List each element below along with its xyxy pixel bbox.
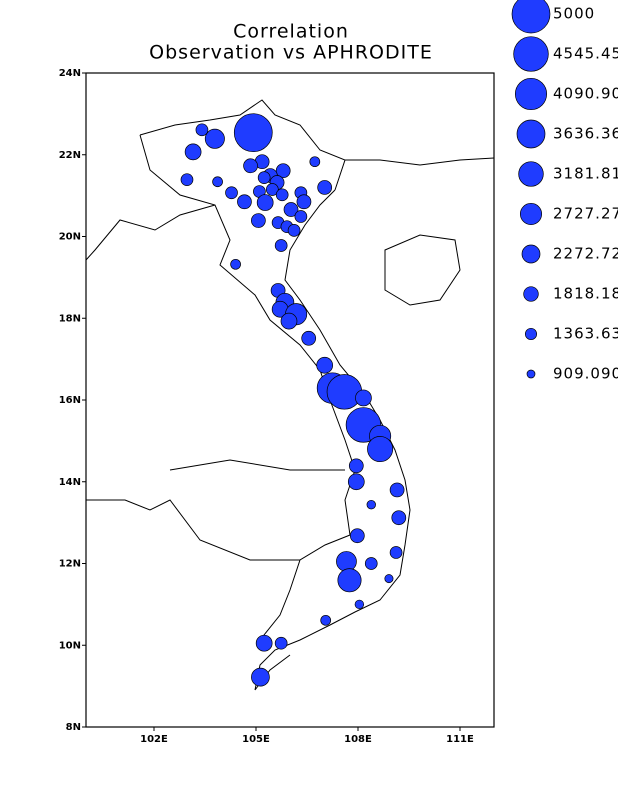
station-bubble bbox=[389, 546, 403, 559]
border bbox=[139, 99, 346, 191]
y-tick-label: 14N bbox=[59, 477, 81, 488]
legend-bubble bbox=[511, 0, 551, 34]
legend-label: 4090.90 bbox=[553, 85, 618, 103]
legend-bubble bbox=[516, 119, 546, 149]
station-bubble bbox=[257, 171, 271, 184]
legend-label: 2727.27 bbox=[553, 205, 618, 223]
legend-bubble bbox=[523, 286, 539, 302]
border bbox=[86, 499, 300, 561]
station-bubble bbox=[348, 458, 364, 474]
y-tick-label: 8N bbox=[66, 722, 81, 733]
station-bubble bbox=[233, 113, 273, 153]
chart-title: Correlation bbox=[233, 21, 349, 43]
station-bubble bbox=[337, 568, 362, 593]
station-bubble bbox=[347, 473, 365, 491]
border bbox=[169, 459, 345, 471]
y-tick-label: 10N bbox=[59, 640, 81, 651]
legend-label: 5000 bbox=[553, 5, 595, 23]
y-tick-label: 24N bbox=[59, 68, 81, 79]
station-bubble bbox=[255, 634, 273, 652]
legend-label: 3636.36 bbox=[553, 125, 618, 143]
station-bubble bbox=[355, 389, 372, 407]
station-bubble bbox=[184, 143, 202, 161]
legend-label: 3181.81 bbox=[553, 165, 618, 183]
y-tick-label: 18N bbox=[59, 313, 81, 324]
station-bubble bbox=[256, 194, 274, 211]
station-bubble bbox=[296, 194, 312, 210]
geography bbox=[85, 99, 495, 691]
station-bubble bbox=[389, 482, 405, 498]
legend-bubble bbox=[518, 161, 544, 187]
legend-label: 2272.72 bbox=[553, 245, 618, 263]
station-bubble bbox=[294, 210, 308, 223]
legend-label: 909.090 bbox=[553, 365, 618, 383]
station-bubble bbox=[230, 258, 241, 270]
legend-label: 1363.63 bbox=[553, 325, 618, 343]
y-tick-label: 16N bbox=[59, 395, 81, 406]
coastline bbox=[345, 157, 495, 166]
station-bubble bbox=[349, 528, 365, 544]
station-bubble bbox=[243, 158, 258, 174]
legend-bubble bbox=[514, 77, 548, 111]
station-bubble bbox=[354, 599, 365, 610]
x-tick-label: 102E bbox=[140, 734, 168, 745]
station-bubble bbox=[275, 188, 289, 202]
chart-subtitle: Observation vs APHRODITE bbox=[149, 42, 433, 64]
station-bubble bbox=[336, 551, 357, 572]
station-bubble bbox=[367, 436, 394, 463]
station-bubble bbox=[237, 194, 252, 210]
station-bubble bbox=[364, 557, 378, 570]
station-bubble bbox=[316, 356, 334, 374]
island bbox=[384, 234, 461, 306]
station-bubble bbox=[180, 173, 194, 187]
station-bubble bbox=[274, 636, 288, 650]
station-bubble bbox=[195, 123, 209, 137]
station-bubble bbox=[251, 667, 270, 687]
station-bubble bbox=[280, 312, 298, 330]
station-bubble bbox=[320, 614, 332, 626]
station-bubble bbox=[326, 374, 363, 410]
station-bubble bbox=[265, 183, 279, 196]
legend-bubble bbox=[519, 202, 543, 226]
station-bubble bbox=[251, 213, 266, 228]
y-tick-label: 20N bbox=[59, 232, 81, 243]
station-bubble bbox=[212, 176, 223, 188]
station-bubble bbox=[287, 224, 301, 237]
legend-bubble bbox=[524, 327, 538, 341]
station-bubble bbox=[274, 239, 288, 252]
station-bubble bbox=[317, 180, 333, 195]
station-bubble bbox=[309, 156, 321, 168]
border bbox=[85, 204, 216, 261]
station-bubble bbox=[283, 202, 299, 217]
coastline bbox=[254, 189, 411, 691]
legend-bubble bbox=[513, 36, 549, 72]
station-bubble bbox=[384, 574, 394, 584]
x-tick-label: 108E bbox=[344, 734, 372, 745]
station-bubble bbox=[225, 186, 238, 200]
legend-label: 4545.45 bbox=[553, 45, 618, 63]
station-bubble bbox=[204, 128, 225, 149]
y-tick-label: 22N bbox=[59, 150, 81, 161]
station-bubble bbox=[301, 330, 317, 346]
y-tick-label: 12N bbox=[59, 559, 81, 570]
legend-bubble bbox=[521, 244, 541, 264]
station-bubble bbox=[391, 510, 407, 526]
station-bubble bbox=[275, 163, 291, 179]
x-tick-label: 105E bbox=[242, 734, 270, 745]
legend-label: 1818.18 bbox=[553, 285, 618, 303]
station-bubble bbox=[366, 499, 376, 510]
legend-bubble bbox=[526, 369, 536, 379]
x-tick-label: 111E bbox=[446, 734, 474, 745]
